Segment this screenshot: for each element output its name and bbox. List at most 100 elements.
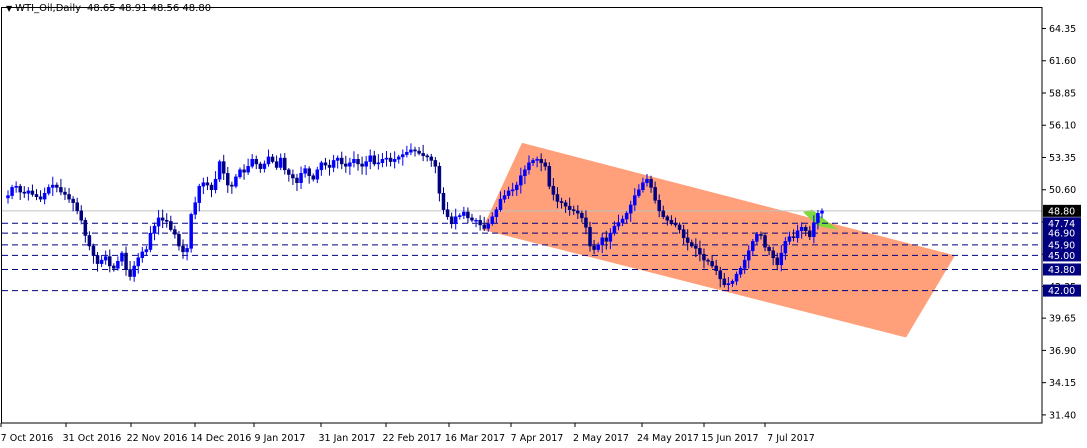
candle-body (303, 168, 307, 174)
level-label-2-bg (1043, 238, 1081, 251)
candle-body (698, 248, 702, 255)
y-tick-label: 50.60 (1049, 185, 1076, 196)
candle-body (356, 159, 360, 165)
candle-body (665, 216, 670, 221)
triangle-down-icon[interactable]: ▼ (6, 4, 13, 13)
candle-body (413, 149, 417, 152)
candle-body (649, 178, 653, 188)
candle-body (205, 182, 210, 186)
candle-body (22, 191, 27, 194)
y-tick-label: 64.35 (1049, 24, 1076, 35)
candle-body (502, 195, 507, 200)
candle-body (335, 157, 340, 161)
x-tick-label: 14 Dec 2016 (191, 433, 252, 444)
candle-body (563, 202, 568, 207)
candle-body (474, 219, 478, 222)
candle-body (580, 212, 584, 219)
candle-body (270, 156, 275, 162)
candle-body (287, 169, 291, 175)
candle-body (242, 169, 246, 173)
candle-body (543, 162, 547, 167)
candle-body (254, 159, 259, 165)
candle-body (238, 169, 242, 178)
candle-body (392, 159, 397, 162)
level-label-3: 45.00 (1048, 251, 1075, 262)
candle-body (278, 157, 283, 168)
candle-body (360, 163, 364, 167)
candle-body (710, 261, 714, 267)
level-label-0: 47.74 (1048, 219, 1075, 230)
candle-body (462, 211, 466, 216)
candle-body (506, 190, 511, 196)
candle-body (262, 163, 267, 169)
x-tick-label: 7 Apr 2017 (511, 433, 564, 444)
candle-body (59, 187, 63, 193)
candle-body (71, 198, 75, 203)
candle-body (189, 214, 193, 249)
x-tick-label: 7 Oct 2016 (1, 433, 54, 444)
trend-channel (482, 142, 955, 338)
candle-body (99, 259, 104, 264)
candle-body (213, 178, 218, 190)
candle-body (624, 212, 629, 220)
candle-body (453, 216, 458, 225)
candle-body (608, 232, 613, 242)
candle-body (307, 168, 311, 176)
x-tick-label: 9 Jan 2017 (255, 433, 306, 444)
candle-body (726, 283, 731, 285)
candle-body (486, 223, 491, 229)
candle-body (441, 193, 446, 210)
candle-body (637, 189, 641, 196)
x-tick-label: 16 Mar 2017 (445, 433, 505, 444)
candle-body (734, 273, 739, 282)
candle-body (388, 157, 393, 162)
candle-body (177, 234, 181, 247)
current-price-label-bg (1043, 204, 1081, 217)
candle-body (291, 174, 295, 179)
y-tick-label: 36.90 (1049, 346, 1076, 357)
y-tick-label: 61.60 (1049, 56, 1076, 67)
candle-body (250, 159, 254, 167)
candle-body (380, 159, 385, 164)
candle-body (116, 261, 120, 269)
candle-body (718, 270, 722, 280)
candle-body (433, 160, 438, 167)
candle-body (91, 245, 96, 256)
candle-body (714, 265, 718, 271)
candle-body (156, 217, 161, 227)
candle-body (319, 162, 324, 171)
y-tick-label: 56.10 (1049, 121, 1076, 132)
candle-body (791, 236, 796, 239)
candle-body (559, 201, 564, 203)
x-tick-label: 22 Feb 2017 (382, 433, 441, 444)
candle-body (148, 232, 153, 250)
candle-body (323, 162, 328, 166)
candle-body (401, 154, 405, 158)
candle-body (266, 156, 271, 165)
candle-body (628, 204, 633, 214)
candle-body (685, 237, 690, 243)
x-tick-label: 7 Jul 2017 (767, 433, 815, 444)
candle-body (746, 250, 751, 261)
candle-body (30, 190, 35, 195)
candle-body (173, 229, 177, 235)
candle-body (820, 210, 824, 214)
candle-body (124, 252, 128, 270)
candle-body (576, 210, 580, 214)
candle-body (425, 155, 429, 158)
candle-body (722, 278, 727, 285)
x-tick-label: 31 Oct 2016 (63, 433, 122, 444)
candle-body (523, 169, 527, 176)
candle-body (221, 161, 226, 174)
candle-body (547, 166, 552, 187)
candle-body (246, 166, 250, 173)
candle-body (738, 268, 743, 275)
candle-body (515, 184, 519, 190)
candle-body (144, 249, 149, 253)
candle-body (808, 230, 812, 237)
candle-body (152, 225, 157, 234)
candle-body (641, 182, 645, 190)
level-label-0-bg (1043, 217, 1081, 230)
